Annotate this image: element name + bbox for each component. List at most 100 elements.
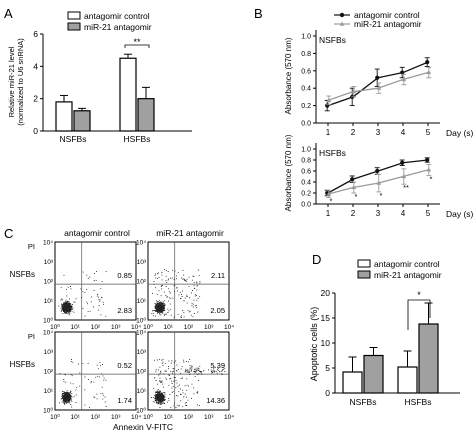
flow-xtick-label: 10⁰ [50, 413, 60, 421]
b-top-point-control [425, 60, 430, 65]
legend-swatch-antagomir [67, 22, 81, 31]
b-bottom-point-control [350, 177, 355, 182]
b-bottom-point-antagomir [401, 173, 407, 179]
a-bar-antagomir [73, 110, 91, 132]
significance-bracket-d [407, 299, 431, 330]
category-label-hsfbs-a: HSFBs [124, 134, 151, 144]
significance-markers-b: * * **** [330, 174, 433, 205]
flow-xtick-label: 10³ [204, 324, 214, 331]
legend-marker-antagomir-b [339, 21, 345, 26]
flow-xtick-label: 10¹ [71, 324, 81, 331]
flow-xtick-label: 10⁴ [131, 324, 141, 331]
b-bottom-point-control [375, 168, 380, 174]
flow-xtick-label: 10⁰ [143, 413, 153, 421]
flow-dots [59, 359, 107, 408]
quadrant-value-upper-right: 5.39 [210, 361, 225, 370]
b-top-xtick-label: 2 [351, 128, 356, 137]
b-bottom-point-antagomir [326, 191, 332, 196]
legend-label-antagomir-b: miR-21 antagomir [354, 19, 422, 29]
y-ticks-b-top: 0.0 0.2 0.4 0.6 0.8 1.0 [301, 34, 316, 128]
flow-row-label: HSFBs [10, 360, 35, 369]
flow-plot: 2.11 2.05 10⁰ 10¹ 10² 10³ 10⁴ 10⁰ 10¹ 10² 10³ 10⁴ [136, 240, 234, 332]
b-bottom-point-antagomir [426, 167, 432, 172]
b-top-ytick-label: 0.6 [301, 68, 311, 75]
series-b-bottom [324, 157, 432, 198]
significance-marker-b: * [355, 192, 358, 201]
b-top-xtick-label: 5 [426, 128, 431, 137]
a-ytick-label: 0 [33, 126, 38, 136]
x-ticks-b-bottom: 1 2 3 4 5 [326, 204, 431, 218]
bars-d [342, 302, 439, 394]
d-ytick-label: 20 [321, 288, 331, 298]
flow-ytick-label: 10⁴ [43, 240, 53, 247]
d-bar-control [397, 366, 418, 394]
flow-ytick-label: 10⁰ [43, 317, 53, 325]
panel-d: D antagomir control miR-21 antagomir 0 5 1… [309, 252, 460, 407]
b-bottom-ytick-label: 0.8 [301, 158, 311, 165]
significance-marker-b: * [380, 191, 383, 200]
y-axis-label-a: Relative miR-21 level (normalized to U6 … [7, 38, 25, 126]
flow-dots [151, 358, 226, 409]
legend-swatch-control [67, 11, 81, 20]
flow-ytick-label: 10⁰ [136, 407, 146, 415]
legend-b: antagomir control miR-21 antagomir [334, 10, 422, 29]
b-bottom-point-control [425, 157, 430, 163]
flow-ytick-label: 10⁴ [136, 240, 146, 247]
flow-dots [58, 270, 107, 317]
b-top-xtick-label: 1 [326, 128, 331, 137]
a-bar-control [119, 57, 137, 132]
legend-label-control-d: antagomir control [374, 259, 440, 269]
flow-ytick-label: 10³ [137, 259, 147, 266]
x-axis-label-b-bottom: Day (s) [446, 209, 474, 219]
flow-xtick-label: 10² [184, 324, 194, 331]
significance-marker-b: * [430, 174, 433, 183]
y-label-a-line1: Relative miR-21 level [7, 46, 16, 117]
flow-y-axis-label: PI [28, 242, 35, 251]
quadrant-value-upper-right: 0.52 [117, 361, 132, 370]
category-label-nsfbs-d: NSFBs [350, 397, 377, 407]
b-top-ytick-label: 0.0 [301, 121, 311, 128]
flow-plot: 5.39 14.36 10⁰ 10¹ 10² 10³ 10⁴ 10⁰ 10¹ 10² 10³ 10⁴ [136, 330, 234, 422]
b-bottom-ytick-label: 1.0 [301, 147, 311, 154]
x-ticks-b-top: 1 2 3 4 5 [326, 123, 431, 137]
b-bottom-ytick-label: 0.0 [301, 202, 311, 209]
b-top-point-antagomir [426, 69, 432, 75]
b-bottom-ytick-label: 0.6 [301, 169, 311, 176]
category-label-hsfbs-d: HSFBs [405, 397, 432, 407]
legend-label-control: antagomir control [84, 11, 150, 21]
b-top-xtick-label: 4 [401, 128, 406, 137]
flow-xtick-label: 10⁴ [224, 324, 234, 331]
b-bottom-xtick-label: 2 [351, 209, 356, 218]
flow-xtick-label: 10⁴ [131, 414, 141, 421]
quadrant-value-lower-right: 2.83 [117, 306, 132, 315]
b-bottom-xtick-label: 4 [401, 209, 406, 218]
y-ticks-a: 0 2 4 6 [33, 29, 43, 136]
b-top-point-antagomir [376, 85, 382, 90]
b-top-ytick-label: 1.0 [301, 34, 311, 41]
y-ticks-d: 0 5 10 15 20 [321, 288, 335, 398]
y-label-a-line2: (normalized to U6 snRNA) [16, 38, 25, 126]
a-ytick-label: 6 [33, 29, 38, 39]
flow-y-axis-label: PI [28, 332, 35, 341]
flow-xtick-label: 10⁰ [143, 323, 153, 331]
flow-ytick-label: 10⁰ [43, 407, 53, 415]
b-bottom-point-antagomir [376, 180, 382, 185]
quadrant-value-lower-right: 1.74 [117, 396, 132, 405]
b-top-ytick-label: 0.2 [301, 103, 311, 110]
flow-plot: 0.52 1.74 10⁰ 10¹ 10² 10³ 10⁴ 10⁰ 10¹ 10² 10³ 10⁴ PI… [10, 330, 142, 422]
legend-marker-control-b [339, 12, 345, 18]
a-bar-control [55, 101, 73, 132]
column-title-control-c: antagomir control [64, 228, 130, 238]
legend-label-control-b: antagomir control [354, 10, 420, 20]
x-axis-label-c: Annexin V-FITC [113, 422, 173, 432]
legend-d: antagomir control miR-21 antagomir [357, 259, 442, 280]
flow-xtick-label: 10⁰ [50, 323, 60, 331]
b-top-point-antagomir [326, 97, 332, 102]
panel-letter-c: C [4, 226, 13, 241]
b-bottom-xtick-label: 5 [426, 209, 431, 218]
quadrant-value-upper-right: 0.85 [117, 271, 132, 280]
b-top-point-antagomir [401, 76, 407, 82]
flow-ytick-label: 10² [44, 279, 54, 286]
